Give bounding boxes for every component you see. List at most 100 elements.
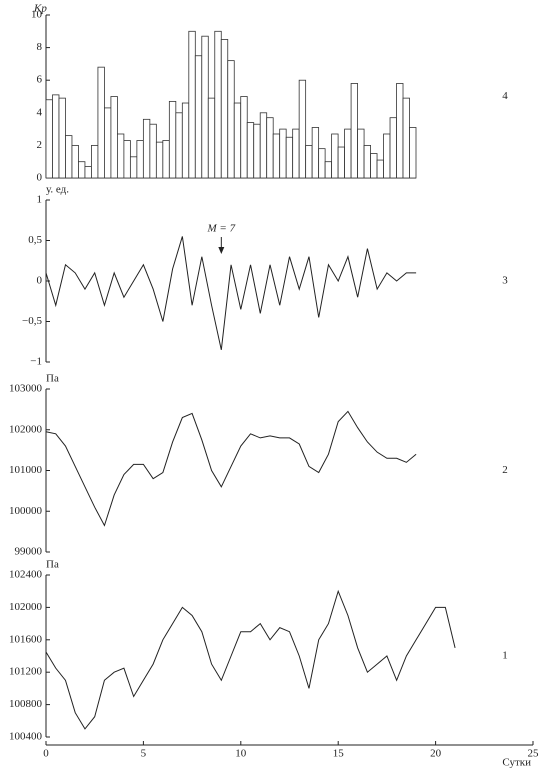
- bar: [123, 140, 131, 179]
- bar: [201, 35, 209, 179]
- bar: [292, 128, 300, 179]
- y-tick-label: 101200: [9, 666, 43, 678]
- bar: [175, 112, 183, 179]
- bar: [357, 128, 365, 179]
- y-tick-label: −1: [30, 356, 42, 368]
- bar: [402, 97, 410, 179]
- y-tick-label: 101000: [9, 464, 43, 476]
- x-tick-label: 5: [141, 748, 147, 760]
- bar: [376, 159, 384, 179]
- bar: [188, 30, 196, 179]
- line: [45, 236, 417, 350]
- y-tick-label: 0,5: [28, 234, 42, 246]
- annotation: M = 7: [207, 223, 236, 235]
- y-tick-label: 100000: [9, 505, 43, 517]
- y-tick-label: 0: [37, 275, 43, 287]
- bar: [253, 123, 261, 179]
- bar: [214, 30, 222, 179]
- y-axis-label: Па: [46, 559, 59, 571]
- y-axis-label: у. ед.: [46, 184, 69, 196]
- x-tick-label: 15: [333, 748, 345, 760]
- bar: [285, 136, 294, 179]
- annotation-arrowhead: [218, 247, 225, 254]
- bar: [149, 123, 157, 179]
- y-axis-label: Па: [46, 373, 59, 385]
- y-tick-label: 102000: [9, 423, 43, 435]
- bar: [58, 97, 66, 179]
- y-tick-label: 100400: [9, 731, 43, 743]
- y-tick-label: 102400: [9, 569, 43, 581]
- bar: [246, 122, 255, 179]
- bar: [370, 153, 378, 179]
- bar: [240, 96, 248, 179]
- y-tick-label: 1: [37, 194, 43, 206]
- bar: [331, 133, 339, 179]
- bar: [194, 55, 203, 179]
- bar: [162, 140, 170, 179]
- bar: [168, 100, 177, 179]
- y-tick-label: 103000: [9, 383, 43, 395]
- bar: [272, 133, 281, 179]
- y-tick-label: 6: [37, 74, 43, 86]
- x-tick-label: 25: [528, 748, 540, 760]
- y-tick-label: 99000: [15, 546, 43, 558]
- bar: [344, 128, 352, 179]
- bar: [318, 148, 326, 179]
- bar: [142, 118, 151, 179]
- line: [45, 589, 456, 730]
- y-tick-label: 10: [31, 9, 43, 21]
- y-tick-label: 0: [37, 172, 43, 184]
- y-tick-label: 8: [37, 41, 43, 53]
- line: [45, 410, 417, 527]
- y-tick-label: 2: [37, 139, 43, 151]
- bar: [409, 127, 417, 179]
- bar: [181, 102, 190, 179]
- bar: [71, 144, 79, 179]
- panel-label: 3: [502, 275, 508, 287]
- y-axis-label: Kp: [33, 3, 47, 15]
- bar: [233, 102, 242, 179]
- bar: [129, 156, 138, 179]
- bar: [136, 140, 144, 179]
- bar: [117, 133, 125, 179]
- bar: [104, 107, 112, 179]
- panel-label: 2: [502, 464, 508, 476]
- x-axis-label: Сутки: [502, 757, 531, 769]
- bar: [350, 83, 358, 179]
- panel-label: 4: [502, 90, 508, 102]
- y-tick-label: 102000: [9, 601, 43, 613]
- bar: [207, 97, 216, 179]
- bar: [266, 117, 274, 179]
- bar: [97, 66, 105, 179]
- bar: [363, 144, 371, 179]
- bar: [396, 83, 404, 179]
- y-tick-label: −0,5: [22, 315, 42, 327]
- bar: [220, 39, 229, 179]
- bar: [91, 144, 99, 179]
- bar: [78, 161, 86, 179]
- x-tick-label: 0: [43, 748, 49, 760]
- bar: [259, 112, 268, 179]
- bar: [110, 96, 118, 179]
- x-tick-label: 20: [430, 748, 442, 760]
- bar: [389, 117, 397, 179]
- bar: [65, 135, 73, 179]
- x-tick-label: 10: [235, 748, 247, 760]
- bar: [52, 94, 60, 179]
- panel-label: 1: [502, 650, 508, 662]
- bar: [324, 161, 333, 179]
- y-tick-label: 4: [37, 106, 43, 118]
- bar: [337, 146, 345, 179]
- bar: [45, 99, 53, 179]
- bar: [383, 133, 391, 179]
- bar: [305, 144, 313, 179]
- bar: [227, 60, 235, 179]
- bar: [155, 141, 164, 179]
- y-tick-label: 100800: [9, 698, 43, 710]
- bar: [84, 166, 92, 179]
- y-tick-label: 101600: [9, 633, 43, 645]
- bar: [279, 128, 287, 179]
- bar: [311, 127, 320, 179]
- bar: [298, 79, 307, 179]
